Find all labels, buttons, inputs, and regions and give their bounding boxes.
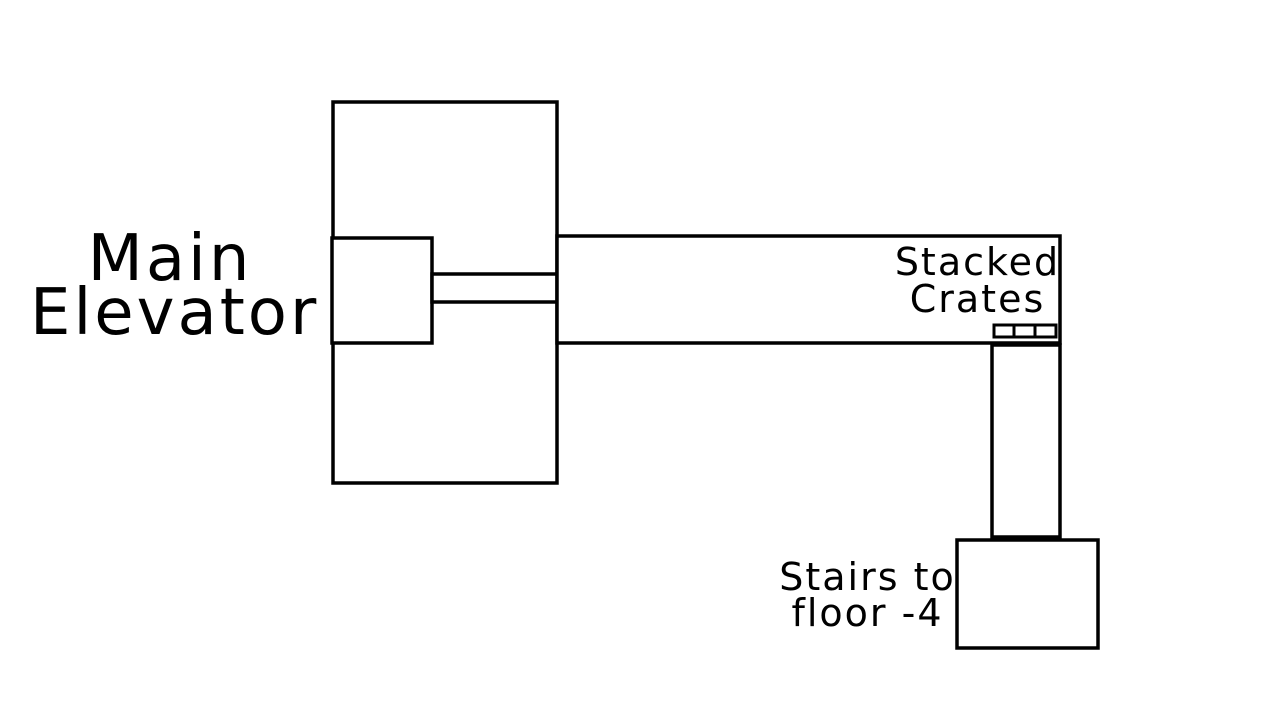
stacked-crates-label: Stacked Crates <box>890 240 1065 321</box>
crate <box>1012 323 1037 339</box>
stacked-crates-label-line: Stacked <box>894 240 1061 284</box>
elevator-connector-passage <box>430 272 559 304</box>
main-elevator-label: Main Elevator <box>30 222 320 350</box>
crate <box>992 323 1016 339</box>
main-elevator-shaft <box>330 236 434 345</box>
side-corridor <box>990 343 1062 539</box>
main-elevator-label-line: Main <box>87 222 253 296</box>
stairs-label: Stairs to floor -4 <box>775 555 960 635</box>
stacked-crates <box>992 323 1058 339</box>
stairs-label-line: Stairs to <box>779 555 956 599</box>
main-corridor <box>555 234 1062 345</box>
main-elevator-label-line: Elevator <box>30 276 320 350</box>
stacked-crates-label-line: Crates <box>909 277 1046 321</box>
stairs-label-line: floor -4 <box>791 591 944 635</box>
stairs-room <box>955 538 1100 650</box>
crate <box>1033 323 1058 339</box>
